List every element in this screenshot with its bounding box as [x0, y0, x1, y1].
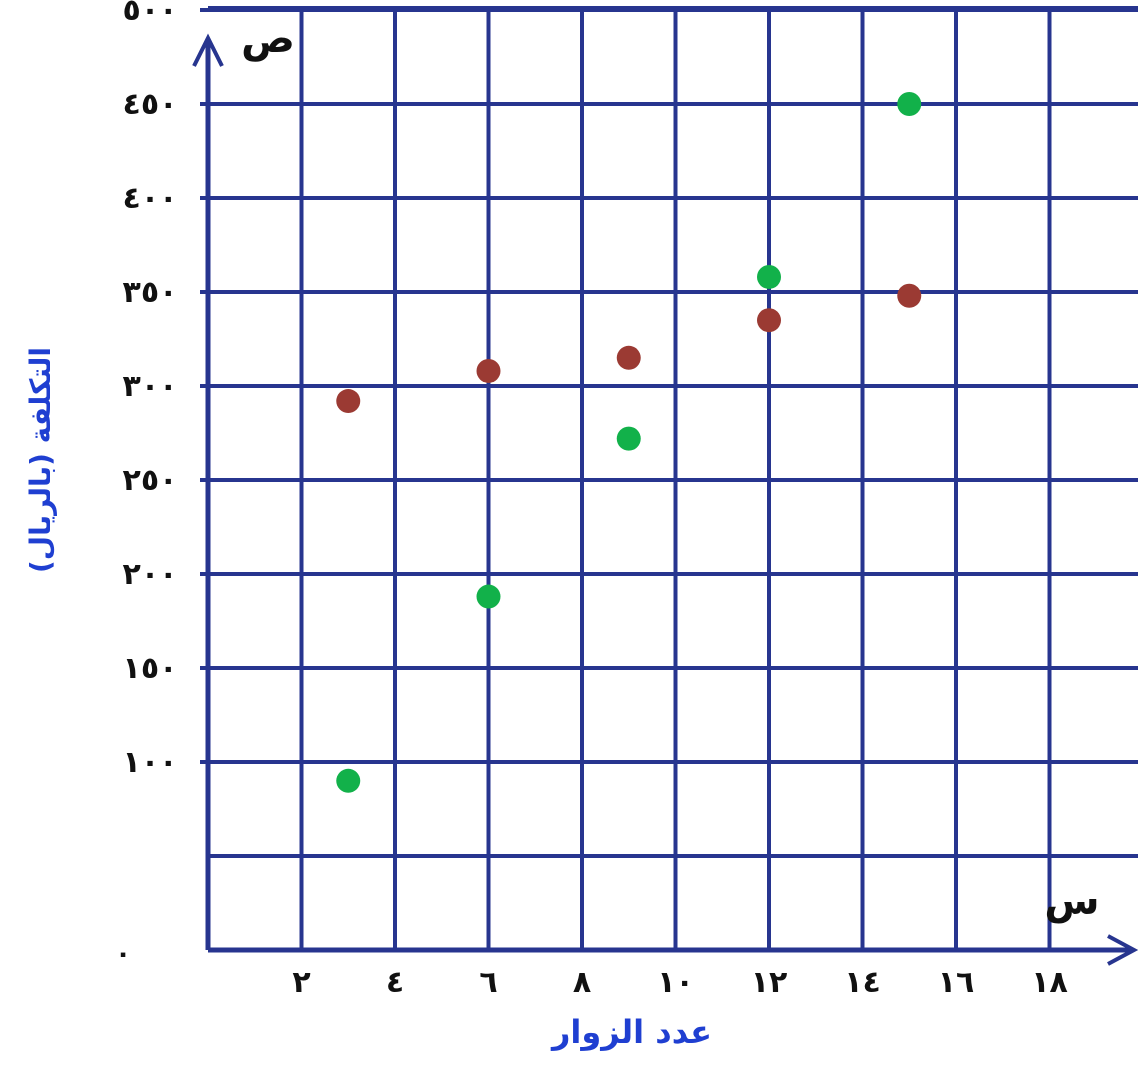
data-point-green	[476, 584, 501, 609]
x-axis-symbol: س	[1044, 878, 1099, 924]
axes	[192, 8, 1138, 966]
data-point-green	[336, 768, 361, 793]
y-tick-label: ٢٠٠	[123, 557, 178, 592]
y-tick-label: ٢٥٠	[123, 463, 178, 498]
data-point-red	[616, 345, 641, 370]
data-point-red	[757, 308, 781, 333]
grid	[208, 6, 1138, 950]
x-tick-label: ١٨	[1031, 965, 1068, 1000]
x-tick-label: ١٢	[751, 965, 788, 1000]
y-tick-label: ٤٥٠	[123, 87, 178, 122]
y-axis-symbol: ص	[241, 16, 295, 62]
tick-labels: ٢ ٤ ٦ ٨ ١٠ ١٢ ١٤ ١٦ ١٨ ١٠٠ ١٥٠ ٢٠٠ ٢٥٠ ٣٠٠ ٣٥٠ ٤٠٠ ٤٥٠ ٥٠…	[123, 0, 1068, 1000]
x-tick-label: ١٦	[938, 965, 975, 1000]
data-point-green	[897, 92, 922, 116]
x-tick-label: ١٠	[657, 965, 694, 1000]
x-tick-label: ٤	[386, 965, 404, 1000]
data-point-red	[897, 283, 922, 308]
y-axis-arrow	[192, 33, 224, 67]
origin-label: ٠	[115, 939, 131, 969]
y-tick-label: ٥٠٠	[123, 0, 178, 28]
data-point-red	[336, 389, 361, 414]
x-tick-label: ٦	[479, 965, 497, 1000]
y-tick-label: ١٠٠	[123, 745, 178, 780]
y-tick-label: ١٥٠	[123, 651, 178, 686]
x-tick-label: ٨	[573, 965, 591, 1000]
y-axis-label: التكلفة (بالريال)	[24, 347, 57, 573]
x-axis-arrow	[1107, 934, 1138, 966]
y-tick-label: ٣٠٠	[123, 369, 178, 404]
y-tick-label: ٣٥٠	[123, 275, 178, 310]
x-tick-label: ١٤	[844, 965, 881, 1000]
y-tick-label: ٤٠٠	[123, 181, 178, 216]
data-point-red	[476, 358, 501, 383]
data-points	[336, 92, 922, 793]
x-tick-label: ٢	[292, 965, 310, 1000]
x-axis-label: عدد الزوار	[550, 1013, 712, 1051]
data-point-green	[757, 264, 781, 289]
data-point-green	[616, 426, 641, 451]
